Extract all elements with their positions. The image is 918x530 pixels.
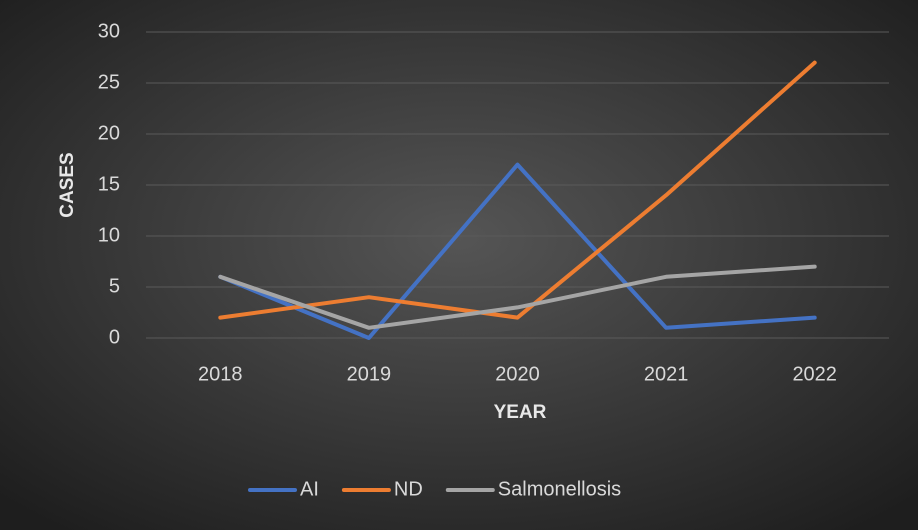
- series-line: [218, 264, 817, 330]
- y-tick-label: 15: [98, 173, 120, 195]
- x-tick-label: 2022: [792, 363, 837, 385]
- legend-label: Salmonellosis: [498, 478, 621, 500]
- series-line: [218, 60, 817, 320]
- y-tick-label: 20: [98, 122, 120, 144]
- y-tick-label: 30: [98, 20, 120, 42]
- x-tick-label: 2021: [644, 363, 689, 385]
- legend-label: AI: [300, 478, 319, 500]
- y-tick-label: 10: [98, 224, 120, 246]
- y-tick-label: 0: [109, 326, 120, 348]
- legend-label: ND: [394, 478, 423, 500]
- x-tick-label: 2019: [347, 363, 392, 385]
- x-tick-label: 2020: [495, 363, 540, 385]
- x-axis-title: YEAR: [494, 402, 547, 423]
- x-tick-label: 2018: [198, 363, 243, 385]
- y-tick-label: 5: [109, 275, 120, 297]
- y-axis-title: CASES: [57, 152, 78, 217]
- y-tick-label: 25: [98, 71, 120, 93]
- series-line: [218, 162, 817, 340]
